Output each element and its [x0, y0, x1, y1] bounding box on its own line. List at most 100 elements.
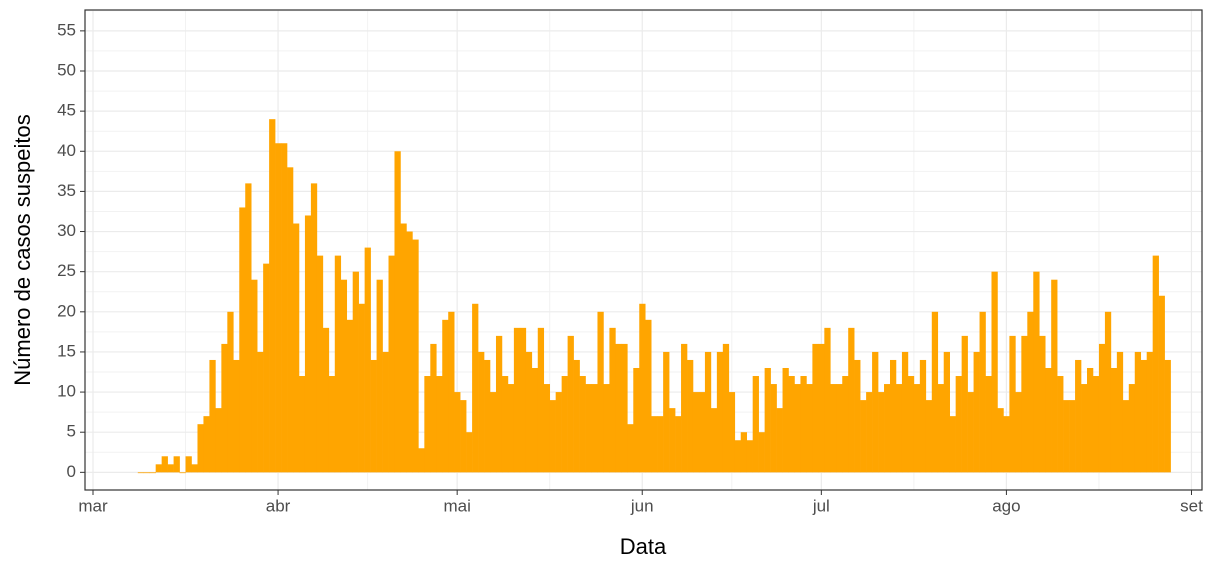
- bar: [1104, 311, 1112, 473]
- bar: [937, 384, 945, 473]
- bar: [597, 311, 604, 473]
- bar: [430, 343, 437, 473]
- y-tick-label: 55: [57, 20, 76, 39]
- bar: [406, 231, 413, 473]
- y-tick-label: 40: [57, 141, 76, 160]
- bar: [507, 384, 515, 473]
- bar: [764, 367, 771, 473]
- y-tick-label: 50: [57, 60, 76, 79]
- bar: [901, 351, 909, 473]
- bar: [621, 343, 628, 473]
- bar: [788, 376, 795, 473]
- bar: [281, 143, 288, 473]
- bar: [830, 384, 837, 473]
- bar: [167, 464, 174, 473]
- bar: [257, 351, 264, 473]
- bar: [1051, 279, 1058, 473]
- bar: [985, 376, 992, 473]
- bar: [436, 376, 443, 473]
- y-tick-label: 5: [67, 422, 76, 441]
- bar: [340, 279, 348, 473]
- bar: [681, 343, 688, 473]
- bar: [346, 319, 353, 473]
- bar: [1158, 295, 1165, 473]
- bar: [310, 183, 318, 473]
- bar: [1057, 376, 1064, 473]
- bar: [1069, 400, 1076, 473]
- bar: [1164, 359, 1171, 473]
- bar: [782, 367, 789, 473]
- bar: [967, 392, 974, 473]
- bar: [1116, 351, 1124, 473]
- bar: [675, 416, 682, 473]
- bar: [1009, 335, 1016, 473]
- bar: [824, 327, 831, 473]
- bar: [716, 351, 724, 473]
- bar: [149, 472, 156, 474]
- bar: [245, 183, 252, 473]
- bar: [179, 472, 186, 474]
- bar: [460, 400, 467, 473]
- bar: [185, 456, 192, 473]
- bar: [704, 351, 712, 473]
- bar: [836, 384, 843, 473]
- bar: [961, 335, 968, 473]
- bar: [579, 376, 586, 473]
- y-tick-label: 10: [57, 382, 76, 401]
- bar: [746, 440, 753, 473]
- bar: [412, 239, 419, 473]
- bar: [292, 223, 300, 473]
- bar: [645, 319, 652, 473]
- bar: [454, 392, 461, 473]
- bar: [215, 408, 222, 473]
- bar: [490, 392, 497, 473]
- bar: [663, 351, 670, 473]
- bar: [209, 359, 216, 473]
- bar: [316, 255, 324, 473]
- bar: [949, 416, 956, 473]
- bar: [1087, 367, 1094, 473]
- bar: [567, 335, 574, 473]
- bar: [197, 424, 204, 473]
- bar: [812, 343, 819, 473]
- bar: [806, 384, 813, 473]
- y-tick-label: 45: [57, 101, 76, 120]
- bar: [997, 408, 1004, 473]
- bar: [394, 151, 401, 473]
- bar: [698, 392, 706, 473]
- bar: [358, 303, 365, 473]
- bar: [484, 359, 491, 473]
- bar: [848, 327, 855, 473]
- bar: [322, 327, 330, 473]
- bar: [424, 376, 431, 473]
- bar: [687, 359, 694, 473]
- bar: [973, 351, 980, 473]
- bar: [854, 359, 861, 473]
- bar: [555, 392, 562, 473]
- bar: [1098, 343, 1106, 473]
- bar: [1015, 392, 1022, 473]
- bar: [740, 432, 748, 473]
- bar: [519, 327, 527, 473]
- bar: [1092, 376, 1100, 473]
- bar: [794, 384, 801, 473]
- bar: [191, 464, 198, 473]
- bar: [919, 359, 927, 473]
- bar: [895, 384, 903, 473]
- bar: [1128, 384, 1136, 473]
- bar: [884, 384, 891, 473]
- x-tick-label: mai: [443, 496, 470, 515]
- bar: [298, 376, 306, 473]
- y-tick-label: 20: [57, 301, 76, 320]
- bar: [776, 408, 783, 473]
- x-tick-label: abr: [266, 496, 291, 515]
- bar: [818, 343, 825, 473]
- bar: [913, 384, 921, 473]
- bar: [710, 408, 718, 473]
- bar: [1021, 335, 1028, 473]
- bar: [657, 416, 664, 473]
- bar: [173, 456, 180, 473]
- bar: [442, 319, 449, 473]
- bar: [143, 472, 151, 474]
